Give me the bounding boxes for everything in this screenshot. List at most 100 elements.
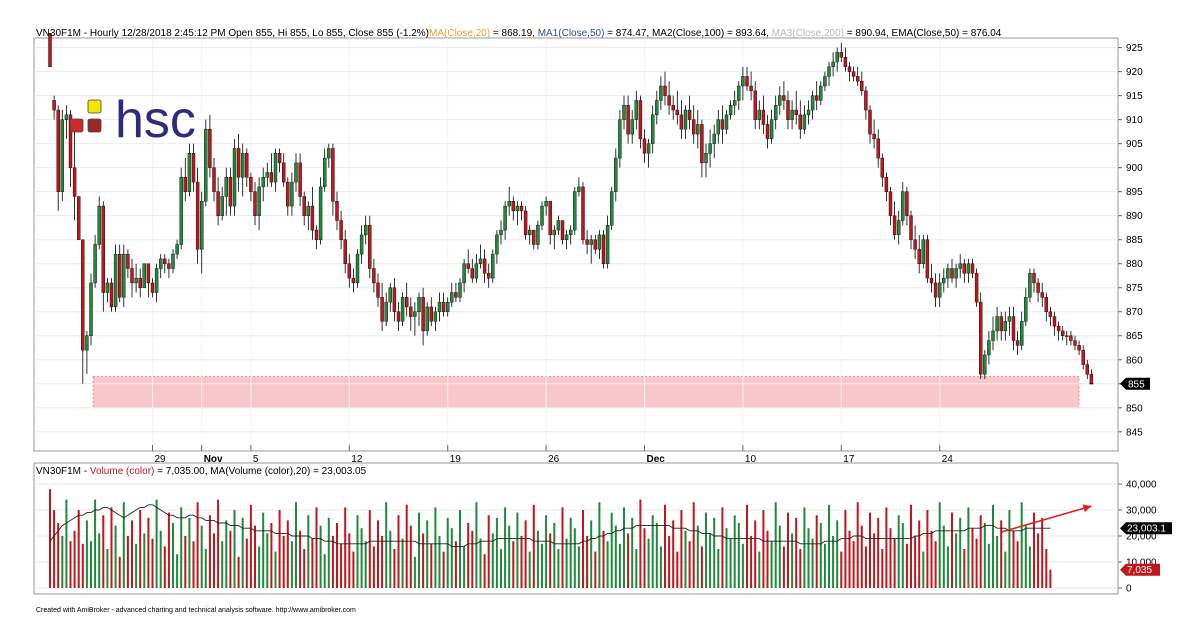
volume-bar-down (471, 530, 474, 588)
volume-bar-down (873, 533, 876, 588)
volume-bar-up (1004, 551, 1007, 588)
candle-up (265, 172, 269, 178)
candle-up (1007, 316, 1012, 322)
volume-bar-down (602, 530, 605, 588)
volume-tick-label: 40,000 (1126, 480, 1157, 491)
candle-up (966, 263, 971, 274)
volume-tick-label: 0 (1126, 584, 1132, 595)
candle-down (765, 124, 770, 140)
candle-down (876, 138, 880, 159)
volume-bar-down (910, 504, 912, 588)
candle-up (946, 268, 950, 279)
volume-bar-down (1016, 541, 1019, 588)
volume-bar-up (946, 546, 949, 588)
volume-bar-up (610, 512, 613, 588)
price-tick-label: 910 (1126, 115, 1143, 126)
candle-up (646, 143, 651, 154)
candle-down (687, 109, 692, 120)
candle-down (335, 201, 339, 221)
candle-up (716, 119, 720, 135)
volume-bar-down (582, 510, 584, 588)
volume-bar-down (254, 525, 256, 588)
candle-down (249, 177, 253, 192)
candle-down (843, 57, 848, 68)
volume-bar-up (758, 551, 761, 588)
candle-up (774, 105, 778, 120)
volume-bar-up (811, 538, 814, 588)
volume-bar-up (565, 538, 568, 588)
candle-down (979, 301, 983, 375)
volume-bar-down (393, 549, 396, 588)
candle-down (52, 100, 56, 111)
candle-down (950, 268, 954, 279)
volume-bar-up (290, 541, 293, 588)
candle-up (655, 100, 659, 116)
candle-down (282, 162, 286, 183)
volume-bar-up (737, 523, 740, 588)
volume-bar-down (397, 515, 400, 588)
candle-up (359, 234, 364, 255)
volume-bar-down (381, 536, 384, 588)
volume-bar-up (1008, 510, 1011, 588)
candle-up (425, 306, 429, 332)
volume-bar-up (385, 502, 388, 588)
volume-header: VN30F1M - Volume (color) = 7,035.00, MA(… (36, 466, 367, 477)
candle-down (351, 277, 356, 284)
volume-bar-down (49, 489, 51, 588)
candle-up (60, 119, 64, 192)
candle-down (482, 258, 487, 274)
candle-up (737, 85, 741, 101)
volume-bar-up (791, 533, 794, 588)
volume-bar-down (81, 543, 84, 588)
logo-yellow-square (87, 99, 102, 114)
volume-bar-down (963, 549, 966, 588)
candle-down (511, 201, 515, 212)
time-tick-label: 12 (351, 454, 363, 465)
candle-up (540, 205, 544, 226)
volume-bar-up (262, 512, 265, 588)
candle-down (892, 215, 897, 236)
candle-up (958, 263, 962, 269)
candle-down (905, 191, 909, 216)
volume-bar-up (225, 520, 228, 588)
hsc-logo: hsc (69, 91, 196, 149)
volume-ma-line-group (49, 504, 1051, 547)
candle-up (388, 287, 392, 303)
volume-bar-down (126, 536, 129, 588)
candle-up (556, 220, 561, 231)
candle-up (437, 301, 442, 312)
volume-bar-down (372, 546, 375, 588)
volume-bar-down (1033, 512, 1035, 588)
candle-up (942, 277, 946, 284)
candle-down (368, 225, 372, 269)
volume-bar-up (897, 515, 900, 588)
candle-up (589, 239, 593, 245)
volume-bar-up (495, 517, 498, 588)
candle-up (954, 268, 958, 279)
volume-bar-down (762, 510, 765, 588)
volume-bar-up (176, 554, 179, 588)
price-tick-label: 925 (1126, 43, 1143, 54)
candle-down (1015, 340, 1020, 346)
candle-down (1052, 316, 1057, 327)
volume-bar-down (315, 507, 318, 588)
candle-up (544, 201, 548, 207)
candle-down (782, 95, 786, 101)
volume-bar-up (569, 517, 572, 588)
candle-down (72, 167, 77, 197)
volume-bar-down (532, 504, 535, 588)
volume-bar-down (217, 499, 220, 588)
volume-bar-down (487, 515, 490, 588)
candle-down (405, 297, 409, 308)
candle-down (847, 66, 852, 72)
ma200-legend-label: MA3(Close,200) (772, 28, 844, 39)
candle-up (89, 282, 93, 336)
candle-up (987, 340, 991, 356)
candle-up (921, 239, 925, 264)
price-tick-label: 890 (1126, 211, 1143, 222)
volume-bar-up (770, 541, 773, 588)
volume-bar-down (889, 528, 892, 588)
candle-up (318, 186, 323, 240)
candle-down (1085, 364, 1090, 375)
volume-legend-value: = 7,035.00, MA(Volume (color),20) = 23,0… (154, 466, 366, 477)
